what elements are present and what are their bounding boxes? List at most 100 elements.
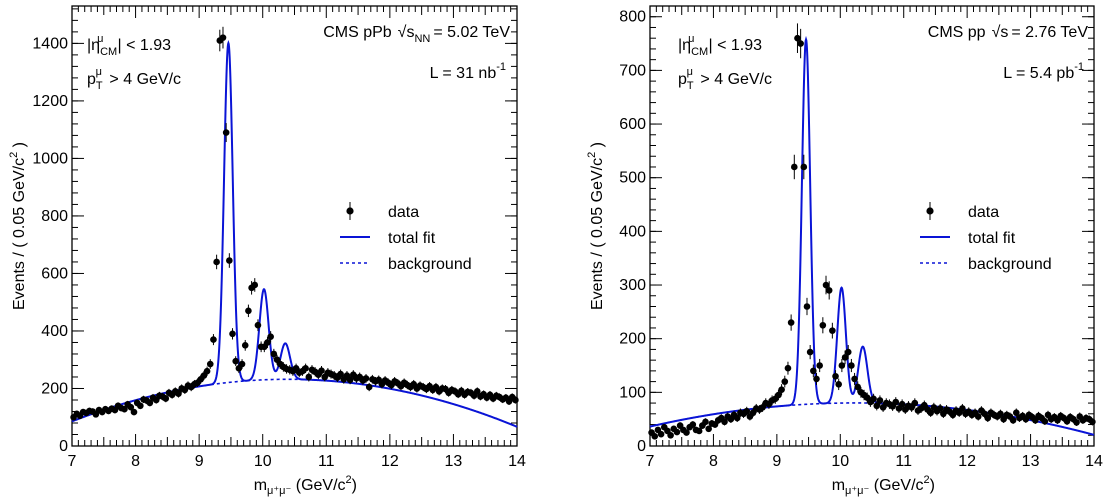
data-point	[458, 386, 465, 395]
legend-background-label: background	[388, 256, 472, 273]
data-point	[997, 409, 1004, 418]
data-point	[219, 26, 227, 49]
data-point-marker	[854, 383, 862, 391]
data-point-marker	[800, 163, 808, 171]
pt-sup: μ	[96, 66, 102, 78]
y-axis-title: Events / ( 0.05 GeV/c2 )	[8, 142, 28, 310]
data-point	[784, 361, 792, 375]
y-tick-label: 500	[619, 170, 646, 187]
data-point-marker	[651, 433, 659, 440]
data-point-marker	[673, 428, 681, 436]
y-tick-label: 1000	[32, 150, 68, 167]
energy-value: = 5.02 TeV	[433, 24, 510, 41]
x-tick-label: 13	[445, 453, 463, 470]
data-point	[683, 429, 690, 436]
data-point	[251, 278, 259, 292]
luminosity-exp: -1	[1074, 61, 1084, 73]
data-point-marker	[813, 375, 820, 383]
data-point	[346, 375, 354, 385]
y-tick-label: 300	[619, 277, 646, 294]
x-tick-label: 8	[709, 453, 718, 470]
data-point-marker	[264, 339, 271, 346]
data-point	[337, 369, 344, 379]
eta-cut-label: |ηCMμ | < 1.93	[678, 33, 762, 58]
data-point-marker	[683, 429, 690, 436]
y-ticks: 0 200 400 600 800 1000 1200 1400	[32, 8, 517, 455]
data-point-marker	[689, 421, 697, 428]
data-point-marker	[705, 425, 712, 433]
data-point-marker	[702, 418, 709, 426]
data-point-marker	[302, 365, 309, 372]
x-tick-label: 10	[831, 453, 849, 470]
data-point-marker	[318, 367, 325, 374]
data-point	[851, 372, 858, 385]
y-tick-label: 1200	[32, 93, 68, 110]
fit-curve-group	[649, 35, 1095, 436]
data-point-marker	[121, 405, 128, 413]
x-tick-label: 9	[195, 453, 204, 470]
data-point-marker	[825, 287, 833, 294]
data-point	[318, 365, 325, 376]
data-point	[146, 399, 154, 407]
data-point-marker	[778, 386, 785, 393]
data-point-marker	[213, 258, 220, 266]
data-point	[1013, 408, 1020, 417]
data-point-marker	[892, 398, 900, 406]
data-point-marker	[175, 390, 182, 397]
data-point-marker	[1009, 416, 1017, 424]
data-point	[241, 339, 249, 351]
data-point-marker	[473, 388, 481, 395]
data-point-marker	[794, 34, 801, 42]
data-point	[984, 414, 992, 422]
data-point-marker	[1073, 419, 1080, 426]
data-point	[835, 378, 842, 391]
y-tick-label: 400	[619, 223, 646, 240]
data-point	[305, 372, 313, 382]
data-point	[245, 304, 252, 318]
y-tick-label: 600	[619, 116, 646, 133]
data-point-marker	[305, 373, 313, 381]
luminosity-label: L = 5.4 pb-1	[1003, 61, 1084, 82]
data-points	[70, 26, 519, 421]
data-point-marker	[1089, 418, 1096, 426]
data-point	[838, 358, 846, 373]
y-tick-label: 600	[41, 265, 68, 282]
pt-sub: T	[687, 80, 694, 92]
data-point	[800, 154, 808, 180]
data-point-marker	[797, 40, 804, 47]
data-point	[302, 363, 309, 374]
x-tick-label: 12	[381, 453, 399, 470]
data-point-marker	[667, 431, 674, 439]
data-point	[876, 395, 884, 406]
x-ticks: 7 8 9 10 11 12 13 14	[646, 6, 1103, 470]
data-point	[794, 23, 801, 53]
y-tick-label: 0	[59, 438, 68, 455]
data-point-marker	[512, 396, 519, 404]
x-axis-title: mμ⁺μ⁻ (GeV/c2)	[832, 474, 935, 497]
data-point	[362, 374, 370, 383]
x-axis-title-unit-sup: 2	[924, 474, 930, 486]
data-point-marker	[870, 395, 877, 403]
x-tick-label: 10	[254, 453, 272, 470]
x-axis-title-unit: (GeV/c	[291, 477, 345, 494]
data-point	[512, 396, 519, 404]
data-point	[1089, 418, 1096, 426]
data-point	[778, 384, 785, 396]
x-axis-title: mμ⁺μ⁻ (GeV/c2)	[254, 474, 357, 497]
legend-data-marker	[346, 207, 354, 215]
x-tick-label: 11	[318, 453, 335, 470]
data-point-marker	[848, 362, 855, 369]
data-point-marker	[365, 383, 373, 391]
luminosity-text: L = 5.4 pb	[1003, 65, 1074, 82]
x-axis-title-unit: (GeV/c	[869, 477, 923, 494]
y-axis-title-sup: 2	[586, 152, 598, 158]
eta-sub: CM	[691, 46, 708, 58]
data-point	[1041, 417, 1049, 425]
y-tick-label: 200	[41, 380, 68, 397]
data-point	[974, 412, 982, 421]
data-point	[213, 254, 220, 270]
y-tick-label: 800	[619, 9, 646, 26]
data-point	[651, 433, 659, 440]
data-point-marker	[337, 370, 344, 378]
data-point	[873, 401, 881, 411]
